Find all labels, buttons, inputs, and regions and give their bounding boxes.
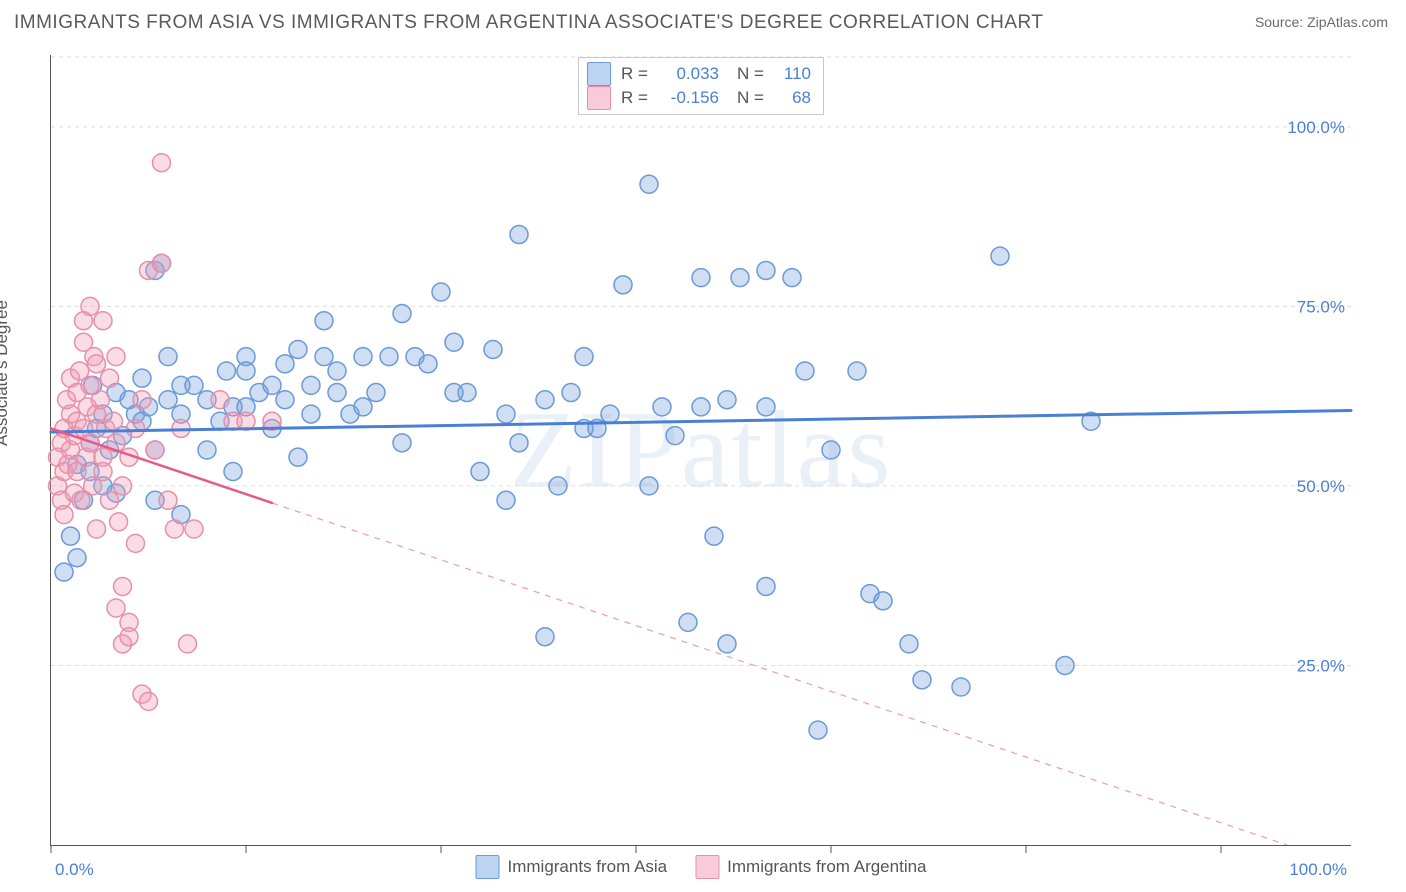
n-label: N = bbox=[737, 86, 765, 110]
source-label: Source: ZipAtlas.com bbox=[1255, 14, 1388, 30]
legend-swatch-pink bbox=[695, 855, 719, 879]
chart-svg: 25.0%50.0%75.0%100.0%0.0%100.0% bbox=[51, 55, 1351, 845]
svg-text:25.0%: 25.0% bbox=[1297, 656, 1345, 675]
chart-container: IMMIGRANTS FROM ASIA VS IMMIGRANTS FROM … bbox=[0, 0, 1406, 892]
svg-text:0.0%: 0.0% bbox=[55, 860, 94, 879]
n-value: 110 bbox=[775, 62, 811, 86]
svg-text:100.0%: 100.0% bbox=[1287, 118, 1345, 137]
svg-text:100.0%: 100.0% bbox=[1289, 860, 1347, 879]
r-value: 0.033 bbox=[659, 62, 719, 86]
y-axis-title: Associate's Degree bbox=[0, 300, 12, 446]
legend-swatch-pink bbox=[587, 86, 611, 110]
legend-stats-row: R = 0.033 N = 110 bbox=[587, 62, 811, 86]
legend-item-asia: Immigrants from Asia bbox=[475, 855, 667, 879]
legend-item-argentina: Immigrants from Argentina bbox=[695, 855, 926, 879]
chart-title: IMMIGRANTS FROM ASIA VS IMMIGRANTS FROM … bbox=[14, 12, 1043, 34]
n-value: 68 bbox=[775, 86, 811, 110]
svg-text:50.0%: 50.0% bbox=[1297, 477, 1345, 496]
r-label: R = bbox=[621, 86, 649, 110]
legend-stats-row: R = -0.156 N = 68 bbox=[587, 86, 811, 110]
legend-swatch-blue bbox=[475, 855, 499, 879]
r-label: R = bbox=[621, 62, 649, 86]
r-value: -0.156 bbox=[659, 86, 719, 110]
plot-area: ZIPatlas 25.0%50.0%75.0%100.0%0.0%100.0%… bbox=[50, 55, 1351, 846]
svg-text:75.0%: 75.0% bbox=[1297, 297, 1345, 316]
legend-swatch-blue bbox=[587, 62, 611, 86]
n-label: N = bbox=[737, 62, 765, 86]
legend-label: Immigrants from Asia bbox=[507, 857, 667, 877]
legend-series: Immigrants from Asia Immigrants from Arg… bbox=[475, 855, 926, 879]
legend-stats: R = 0.033 N = 110 R = -0.156 N = 68 bbox=[578, 57, 824, 115]
legend-label: Immigrants from Argentina bbox=[727, 857, 926, 877]
